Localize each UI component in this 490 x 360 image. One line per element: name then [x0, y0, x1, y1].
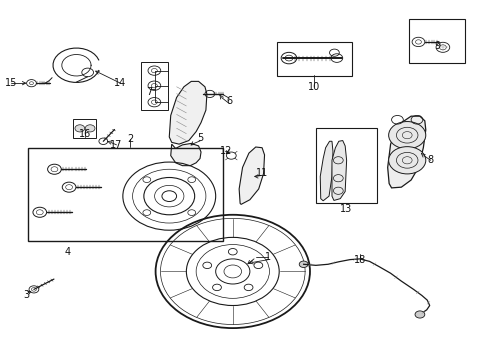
Circle shape: [299, 261, 308, 267]
Polygon shape: [320, 141, 333, 201]
Text: 5: 5: [197, 134, 203, 143]
Text: 12: 12: [220, 145, 233, 156]
Text: 8: 8: [428, 155, 434, 165]
Bar: [27, 148, 223, 241]
Text: 6: 6: [226, 96, 232, 106]
Text: 4: 4: [65, 247, 71, 257]
Text: 13: 13: [340, 204, 352, 214]
Polygon shape: [388, 116, 426, 188]
Circle shape: [85, 125, 95, 132]
Circle shape: [415, 311, 425, 318]
Text: 3: 3: [24, 291, 30, 301]
Text: 14: 14: [114, 78, 126, 88]
Bar: [277, 42, 352, 76]
Text: 17: 17: [110, 140, 122, 150]
Polygon shape: [239, 147, 265, 204]
Bar: [316, 128, 377, 203]
Text: 18: 18: [354, 255, 366, 265]
Polygon shape: [169, 81, 207, 144]
Text: 10: 10: [308, 82, 320, 92]
Text: 15: 15: [5, 78, 18, 88]
Polygon shape: [332, 140, 346, 201]
Circle shape: [75, 125, 85, 132]
Circle shape: [389, 122, 426, 149]
Text: 16: 16: [78, 129, 91, 139]
Bar: [73, 119, 97, 138]
Polygon shape: [171, 143, 201, 166]
Text: 7: 7: [147, 87, 153, 97]
Text: 2: 2: [127, 134, 133, 144]
Bar: [409, 19, 465, 63]
Text: 9: 9: [434, 41, 440, 50]
Text: 11: 11: [256, 168, 268, 178]
Text: 1: 1: [266, 252, 271, 262]
Circle shape: [389, 147, 426, 174]
Bar: [141, 62, 168, 110]
